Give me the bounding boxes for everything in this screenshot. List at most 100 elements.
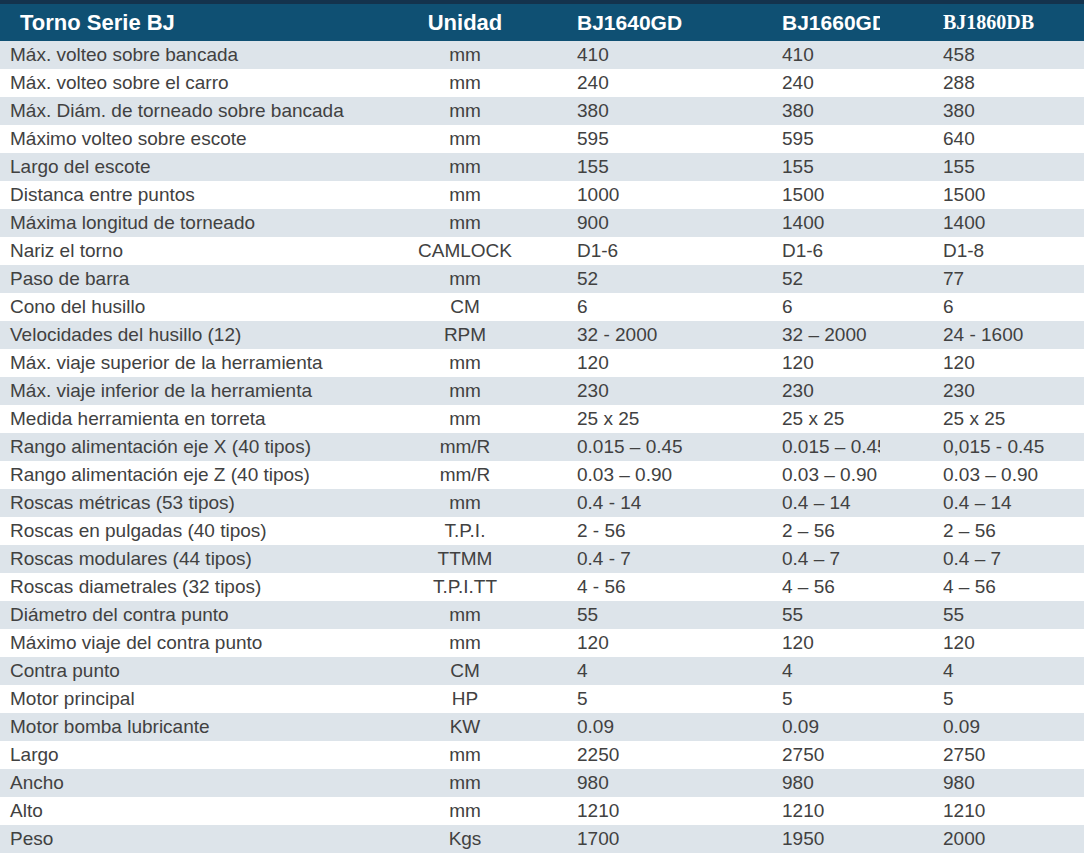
bj1860db-value: 0.4 – 14 xyxy=(880,489,1084,517)
bj1860db-value: 2 – 56 xyxy=(880,517,1084,545)
bj1640gd-value: 380 xyxy=(515,97,720,125)
spec-label: Roscas en pulgadas (40 tipos) xyxy=(0,517,415,545)
spec-label: Rango alimentación eje X (40 tipos) xyxy=(0,433,415,461)
spec-label: Medida herramienta en torreta xyxy=(0,405,415,433)
bj1860db-value: 1210 xyxy=(880,797,1084,825)
bj1660gd-value: 120 xyxy=(720,349,880,377)
spec-label: Distanca entre puntos xyxy=(0,181,415,209)
spec-table-body: Máx. volteo sobre bancadamm410410458Máx.… xyxy=(0,41,1084,853)
spec-label: Máx. volteo sobre el carro xyxy=(0,69,415,97)
bj1860db-value: 120 xyxy=(880,629,1084,657)
bj1660gd-value: 1950 xyxy=(720,825,880,853)
bj1860db-value: 2750 xyxy=(880,741,1084,769)
bj1660gd-value: 4 xyxy=(720,657,880,685)
bj1860db-value: 980 xyxy=(880,769,1084,797)
spec-label: Motor principal xyxy=(0,685,415,713)
unit-cell: mm xyxy=(415,405,515,433)
bj1640gd-value: 0.015 – 0.45 xyxy=(515,433,720,461)
table-row: Contra puntoCM444 xyxy=(0,657,1084,685)
table-row: Distanca entre puntosmm100015001500 xyxy=(0,181,1084,209)
unit-cell: mm xyxy=(415,601,515,629)
table-row: Máx. Diám. de torneado sobre bancadamm38… xyxy=(0,97,1084,125)
bj1640gd-value: 1700 xyxy=(515,825,720,853)
unit-cell: mm xyxy=(415,181,515,209)
bj1860db-value: 5 xyxy=(880,685,1084,713)
table-row: Máx. viaje superior de la herramientamm 1… xyxy=(0,349,1084,377)
header-model-bj1640gd: BJ1640GD xyxy=(515,2,720,41)
unit-cell: mm xyxy=(415,97,515,125)
unit-cell: mm xyxy=(415,349,515,377)
bj1860db-value: 0,015 - 0.45 xyxy=(880,433,1084,461)
unit-cell: T.P.I.TT xyxy=(415,573,515,601)
bj1640gd-value: 0.4 - 14 xyxy=(515,489,720,517)
bj1860db-value: 155 xyxy=(880,153,1084,181)
table-row: Altomm121012101210 xyxy=(0,797,1084,825)
bj1860db-value: 77 xyxy=(880,265,1084,293)
spec-label: Contra punto xyxy=(0,657,415,685)
table-row: Roscas en pulgadas (40 tipos)T.P.I.2 - 5… xyxy=(0,517,1084,545)
spec-label: Máx. viaje inferior de la herramienta xyxy=(0,377,415,405)
bj1640gd-value: 2 - 56 xyxy=(515,517,720,545)
bj1660gd-value: 5 xyxy=(720,685,880,713)
spec-label: Nariz el torno xyxy=(0,237,415,265)
spec-label: Paso de barra xyxy=(0,265,415,293)
bj1640gd-value: 1000 xyxy=(515,181,720,209)
bj1640gd-value: 4 - 56 xyxy=(515,573,720,601)
bj1660gd-value: 120 xyxy=(720,629,880,657)
spec-label: Roscas modulares (44 tipos) xyxy=(0,545,415,573)
bj1660gd-value: 0.03 – 0.90 xyxy=(720,461,880,489)
bj1860db-value: 4 xyxy=(880,657,1084,685)
table-row: Nariz el tornoCAMLOCKD1-6D1-6D1-8 xyxy=(0,237,1084,265)
spec-label: Ancho xyxy=(0,769,415,797)
bj1660gd-value: 0.4 – 14 xyxy=(720,489,880,517)
table-row: Diámetro del contra puntomm555555 xyxy=(0,601,1084,629)
bj1660gd-value: 410 xyxy=(720,41,880,69)
bj1660gd-value: 55 xyxy=(720,601,880,629)
bj1640gd-value: 4 xyxy=(515,657,720,685)
bj1660gd-value: 1500 xyxy=(720,181,880,209)
table-row: Máx. volteo sobre el carromm240240288 xyxy=(0,69,1084,97)
unit-cell: HP xyxy=(415,685,515,713)
bj1640gd-value: 0.03 – 0.90 xyxy=(515,461,720,489)
table-header: Torno Serie BJ Unidad BJ1640GD BJ1660GD … xyxy=(0,2,1084,41)
unit-cell: CAMLOCK xyxy=(415,237,515,265)
unit-cell: mm xyxy=(415,69,515,97)
table-row: Roscas métricas (53 tipos)mm0.4 - 140.4 … xyxy=(0,489,1084,517)
bj1640gd-value: 2250 xyxy=(515,741,720,769)
header-row: Torno Serie BJ Unidad BJ1640GD BJ1660GD … xyxy=(0,2,1084,41)
table-row: Anchomm980980980 xyxy=(0,769,1084,797)
table-row: Cono del husilloCM666 xyxy=(0,293,1084,321)
spec-label: Largo del escote xyxy=(0,153,415,181)
spec-label: Peso xyxy=(0,825,415,853)
table-row: Motor bomba lubricanteKW0.090.090.09 xyxy=(0,713,1084,741)
bj1640gd-value: 230 xyxy=(515,377,720,405)
lathe-spec-table: Torno Serie BJ Unidad BJ1640GD BJ1660GD … xyxy=(0,0,1084,853)
unit-cell: mm xyxy=(415,377,515,405)
bj1660gd-value: 52 xyxy=(720,265,880,293)
bj1860db-value: 4 – 56 xyxy=(880,573,1084,601)
unit-cell: KW xyxy=(415,713,515,741)
bj1640gd-value: 32 - 2000 xyxy=(515,321,720,349)
bj1640gd-value: 25 x 25 xyxy=(515,405,720,433)
bj1640gd-value: 155 xyxy=(515,153,720,181)
bj1640gd-value: 0.4 - 7 xyxy=(515,545,720,573)
spec-label: Velocidades del husillo (12) xyxy=(0,321,415,349)
unit-cell: RPM xyxy=(415,321,515,349)
bj1640gd-value: 1210 xyxy=(515,797,720,825)
spec-label: Máx. Diám. de torneado sobre bancada xyxy=(0,97,415,125)
bj1640gd-value: 55 xyxy=(515,601,720,629)
bj1860db-value: 0.4 – 7 xyxy=(880,545,1084,573)
bj1660gd-value: 6 xyxy=(720,293,880,321)
bj1660gd-value: 4 – 56 xyxy=(720,573,880,601)
table-row: Medida herramienta en torretamm25 x 2525… xyxy=(0,405,1084,433)
bj1860db-value: 288 xyxy=(880,69,1084,97)
bj1660gd-value: 25 x 25 xyxy=(720,405,880,433)
bj1640gd-value: 900 xyxy=(515,209,720,237)
spec-label: Alto xyxy=(0,797,415,825)
table-row: Roscas modulares (44 tipos)TTMM0.4 - 70.… xyxy=(0,545,1084,573)
unit-cell: Kgs xyxy=(415,825,515,853)
bj1640gd-value: 980 xyxy=(515,769,720,797)
spec-label: Cono del husillo xyxy=(0,293,415,321)
spec-label: Máx. viaje superior de la herramienta xyxy=(0,349,415,377)
table-row: Máx. volteo sobre bancadamm410410458 xyxy=(0,41,1084,69)
